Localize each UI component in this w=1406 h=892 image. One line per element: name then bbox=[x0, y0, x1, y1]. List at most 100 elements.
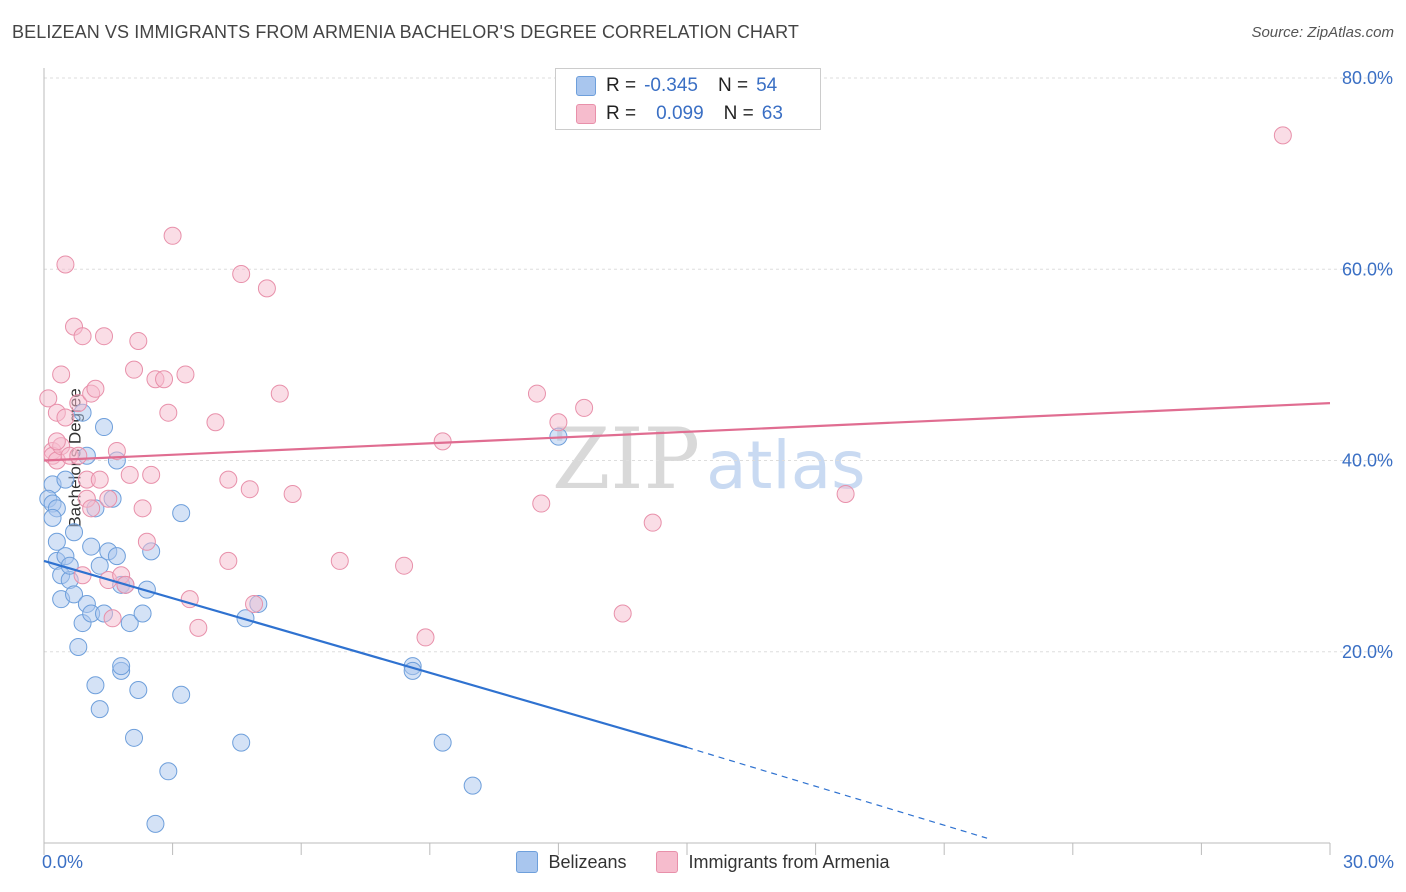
point-belizeans bbox=[65, 523, 84, 542]
point-armenia bbox=[82, 499, 101, 518]
trend-lines bbox=[43, 402, 1331, 839]
point-belizeans bbox=[82, 537, 101, 556]
point-armenia bbox=[219, 470, 238, 489]
legend-item-armenia: Immigrants from Armenia bbox=[656, 851, 890, 873]
point-belizeans bbox=[90, 700, 109, 719]
legend-swatch-pink bbox=[656, 851, 679, 873]
point-armenia bbox=[155, 370, 174, 389]
stats-r-value: -0.345 bbox=[644, 75, 698, 96]
point-belizeans bbox=[159, 762, 178, 781]
legend-swatch-blue bbox=[516, 851, 539, 873]
legend-label-armenia: Immigrants from Armenia bbox=[688, 851, 890, 872]
point-armenia bbox=[73, 327, 92, 346]
point-armenia bbox=[527, 384, 546, 403]
point-belizeans bbox=[146, 814, 165, 833]
point-belizeans bbox=[232, 733, 251, 752]
point-belizeans bbox=[129, 681, 148, 699]
point-belizeans bbox=[90, 556, 109, 575]
point-armenia bbox=[206, 413, 225, 432]
stats-swatch-pink bbox=[576, 104, 596, 124]
point-belizeans bbox=[125, 728, 144, 747]
point-armenia bbox=[95, 327, 114, 346]
point-belizeans bbox=[107, 547, 126, 566]
chart-title: BELIZEAN VS IMMIGRANTS FROM ARMENIA BACH… bbox=[12, 22, 799, 42]
source-label: Source: ZipAtlas.com bbox=[1251, 24, 1394, 41]
point-belizeans bbox=[133, 604, 152, 623]
point-armenia bbox=[836, 484, 855, 503]
point-belizeans bbox=[433, 733, 452, 752]
x-tick-label-min: 0.0% bbox=[42, 852, 84, 872]
point-armenia bbox=[257, 279, 276, 298]
point-armenia bbox=[159, 403, 178, 422]
point-armenia bbox=[90, 470, 109, 489]
point-armenia bbox=[416, 628, 435, 647]
point-armenia bbox=[133, 499, 152, 518]
point-armenia bbox=[613, 604, 632, 623]
data-points bbox=[39, 126, 1292, 833]
y-tick-label: 60.0% bbox=[1342, 259, 1393, 279]
point-belizeans bbox=[65, 585, 84, 604]
point-belizeans bbox=[56, 470, 75, 489]
trend-line-armenia bbox=[43, 402, 1331, 462]
stats-row-belizeans: R = -0.345 N = 54 bbox=[576, 71, 777, 101]
point-armenia bbox=[125, 360, 144, 379]
trend-line-belizeans bbox=[43, 559, 688, 749]
x-tick-label-max: 30.0% bbox=[1342, 852, 1394, 872]
point-armenia bbox=[56, 408, 75, 427]
point-armenia bbox=[103, 609, 122, 628]
stats-n-value: 63 bbox=[761, 103, 783, 124]
point-belizeans bbox=[86, 676, 105, 695]
point-armenia bbox=[56, 255, 75, 274]
point-armenia bbox=[129, 331, 148, 350]
point-armenia bbox=[549, 413, 568, 432]
point-armenia bbox=[532, 494, 551, 513]
point-belizeans bbox=[172, 504, 191, 523]
stats-n-value: 54 bbox=[756, 75, 778, 96]
point-armenia bbox=[643, 513, 662, 532]
y-tick-label: 20.0% bbox=[1342, 642, 1393, 662]
grid-lines bbox=[44, 77, 1392, 653]
y-tick-labels: 20.0% 40.0% 60.0% 80.0% bbox=[1342, 68, 1393, 662]
point-belizeans bbox=[43, 508, 62, 527]
stats-r-label: R = bbox=[606, 103, 637, 124]
point-belizeans bbox=[137, 580, 156, 599]
point-armenia bbox=[86, 379, 105, 398]
point-armenia bbox=[575, 398, 594, 417]
point-armenia bbox=[142, 465, 161, 484]
point-belizeans bbox=[69, 637, 88, 656]
point-armenia bbox=[240, 480, 259, 499]
point-belizeans bbox=[95, 418, 114, 437]
point-armenia bbox=[270, 384, 289, 403]
point-armenia bbox=[163, 226, 182, 245]
legend-item-belizeans: Belizeans bbox=[516, 851, 626, 873]
stats-n-label: N = bbox=[723, 103, 754, 124]
stats-r-label: R = bbox=[606, 75, 637, 96]
point-armenia bbox=[219, 551, 238, 570]
point-armenia bbox=[69, 446, 88, 465]
watermark-zip: ZIP bbox=[552, 410, 700, 508]
point-armenia bbox=[107, 441, 126, 460]
point-armenia bbox=[330, 551, 349, 570]
point-armenia bbox=[176, 365, 195, 384]
point-belizeans bbox=[463, 776, 482, 795]
point-armenia bbox=[283, 484, 302, 503]
point-belizeans bbox=[47, 532, 66, 551]
point-armenia bbox=[99, 489, 118, 508]
point-armenia bbox=[39, 389, 58, 408]
point-armenia bbox=[1273, 126, 1292, 145]
point-armenia bbox=[120, 465, 139, 484]
stats-row-armenia: R = 0.099 N = 63 bbox=[576, 99, 783, 129]
point-armenia bbox=[137, 532, 156, 551]
point-belizeans bbox=[120, 614, 139, 633]
stats-legend: R = -0.345 N = 54 R = 0.099 N = 63 bbox=[555, 68, 821, 130]
point-armenia bbox=[245, 594, 264, 613]
point-belizeans bbox=[172, 685, 191, 704]
point-belizeans bbox=[112, 657, 131, 676]
trend-line-belizeans-extension bbox=[686, 746, 988, 839]
legend-label-belizeans: Belizeans bbox=[548, 851, 627, 872]
watermark: ZIPatlas bbox=[552, 410, 866, 508]
point-armenia bbox=[69, 394, 88, 413]
stats-swatch-blue bbox=[576, 76, 596, 96]
stats-n-label: N = bbox=[717, 75, 749, 96]
